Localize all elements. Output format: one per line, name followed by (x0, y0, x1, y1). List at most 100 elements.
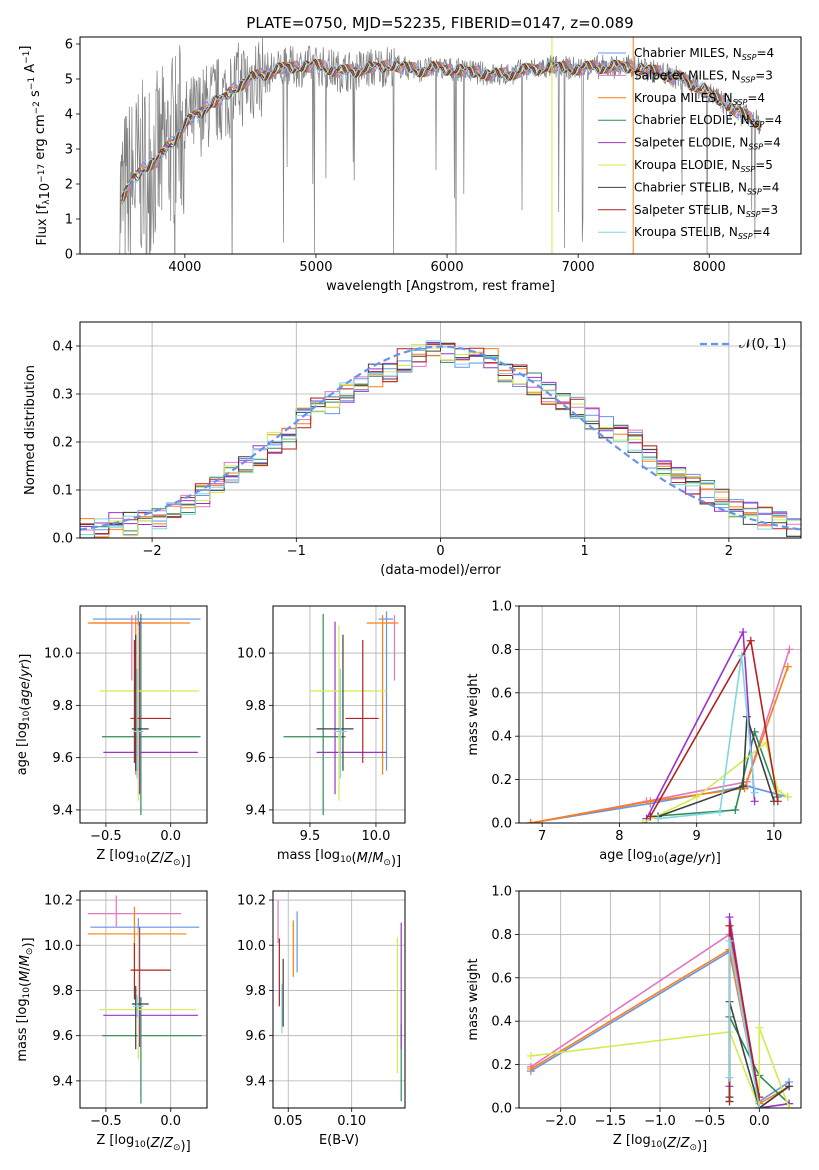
x-tick-label: −1.5 (595, 1114, 627, 1129)
x-tick-label: 0.0 (160, 1114, 181, 1129)
x-tick-label: 8 (615, 829, 623, 844)
weight-marker (725, 913, 734, 922)
y-tick-label: 3 (65, 143, 73, 158)
y-tick-label: 0.2 (52, 436, 73, 451)
spectrum-y-label: Flux [fλ10−17 erg cm−2 s−1 A−1] (18, 46, 53, 246)
y-tick-label: 9.6 (52, 1029, 73, 1044)
spectrum-model-line (121, 59, 761, 194)
plot-area (277, 900, 402, 1102)
plot-area (87, 895, 202, 1104)
legend-entry: Chabrier STELIB, NSSP=4 (634, 180, 779, 196)
y-tick-label: 0.0 (52, 532, 73, 547)
y-tick-label: 0.6 (491, 971, 512, 986)
plot-area (526, 913, 794, 1108)
weight-marker (785, 1082, 794, 1091)
weight-marker (715, 808, 724, 817)
axis-label: Z [log10(Z/Z⊙)] (613, 1133, 707, 1154)
x-tick-label: 8000 (693, 260, 726, 275)
y-tick-label: 9.6 (245, 1029, 266, 1044)
legend-entry: Kroupa STELIB, NSSP=4 (634, 225, 770, 241)
weight-marker (692, 792, 701, 801)
y-axis-label: mass weight (466, 673, 481, 755)
plot-area (80, 340, 801, 538)
weight-marker (755, 1104, 764, 1108)
weight-marker (638, 819, 647, 823)
y-tick-label: 10.0 (44, 647, 73, 662)
weight-marker (737, 651, 746, 660)
legend-entry: Salpeter MILES, NSSP=3 (634, 68, 773, 84)
y-tick-label: 10.2 (237, 894, 266, 909)
weight-line (530, 785, 789, 823)
legend-entry: Chabrier ELODIE, NSSP=4 (634, 113, 782, 129)
weight-marker (731, 805, 740, 814)
weight-marker (526, 1051, 535, 1060)
y-tick-label: 0.8 (491, 928, 512, 943)
axes-frame (518, 890, 802, 1109)
x-tick-label: 0 (436, 544, 444, 559)
weight-marker (750, 797, 759, 806)
weight-line (649, 638, 779, 817)
x-tick-label: 7 (538, 829, 546, 844)
weight-marker (725, 1073, 734, 1082)
normal-curve (80, 345, 801, 531)
axes-frame (79, 36, 802, 255)
weight-line (530, 1027, 790, 1108)
weight-marker (526, 1064, 535, 1073)
spectrum-x-label: wavelength [Angstrom, rest frame] (326, 279, 555, 294)
legend-entry: Salpeter STELIB, NSSP=3 (634, 203, 778, 219)
weight-marker (755, 1023, 764, 1032)
y-tick-label: 10.0 (44, 939, 73, 954)
weight-line (657, 716, 775, 818)
y-tick-label: 0 (65, 248, 73, 263)
axes-frame (518, 605, 802, 824)
x-tick-label: −0.5 (90, 1114, 122, 1129)
weight-marker (739, 782, 748, 791)
y-tick-label: 6 (65, 38, 73, 53)
weight-marker (773, 797, 782, 806)
spectrum-legend: Chabrier MILES, NSSP=4 Salpeter MILES, NS… (598, 46, 782, 241)
weight-marker (654, 814, 663, 823)
x-tick-label: −2 (143, 544, 162, 559)
panel-mass_vs_ebv: 0.05 0.10 9.4 9.6 9.8 10.0 10.2 E(B-V) (237, 890, 406, 1148)
x-tick-label: −0.5 (90, 829, 122, 844)
axis-label: Z [log10(Z/Z⊙)] (96, 1133, 190, 1154)
y-tick-label: 5 (65, 73, 73, 88)
panel-spectrum: 4000 5000 6000 7000 8000 0 1 2 3 4 5 6 wavelength [A… (18, 36, 802, 294)
x-tick-label: 10.0 (361, 829, 390, 844)
y-tick-label: 4 (65, 108, 73, 123)
y-tick-label: 10.0 (237, 647, 266, 662)
y-tick-label: 2 (65, 178, 73, 193)
axes-frame (79, 321, 802, 539)
panel-residuals: −2 −1 0 1 2 0.0 0.1 0.2 0.3 0.4 (data-model)/error… (23, 321, 802, 578)
x-tick-label: 9 (693, 829, 701, 844)
axis-label: Z [log10(Z/Z⊙)] (96, 848, 190, 869)
legend-entry: Chabrier MILES, NSSP=4 (634, 46, 774, 62)
x-tick-label: 5000 (299, 260, 332, 275)
y-tick-label: 0.4 (491, 730, 512, 745)
y-tick-label: 9.8 (52, 984, 73, 999)
x-tick-label: −1 (287, 544, 306, 559)
x-tick-label: 6000 (431, 260, 464, 275)
y-tick-label: 9.8 (245, 984, 266, 999)
plot-area (526, 628, 794, 823)
weight-marker (785, 1104, 794, 1108)
y-tick-label: 0.0 (491, 1102, 512, 1117)
panel-age_vs_mass: 9.5 10.0 9.4 9.6 9.8 10.0 mass [log10(M/M⊙)] (237, 605, 406, 869)
weight-marker (739, 628, 748, 637)
y-tick-label: 9.4 (52, 1074, 73, 1089)
panel-weight_vs_Z: −2.0 −1.5 −1.0 −0.5 0.0 0.0 0.2 0.4 0.6 0.8 1.0 Z [… (466, 885, 802, 1154)
legend-entry: 𝒩(0, 1) (739, 337, 786, 352)
x-tick-label: 10 (766, 829, 783, 844)
panel-weight_vs_age: 7 8 9 10 0.0 0.2 0.4 0.6 0.8 1.0 age [log10(age/yr… (466, 600, 802, 866)
x-tick-label: 0.05 (274, 1114, 303, 1129)
y-tick-label: 9.6 (52, 751, 73, 766)
x-tick-label: −1.0 (644, 1114, 676, 1129)
weight-marker (785, 645, 794, 654)
weight-line (650, 729, 779, 818)
legend-entry: Kroupa ELODIE, NSSP=5 (634, 158, 773, 174)
y-tick-label: 0.8 (491, 643, 512, 658)
axis-label: mass [log10(M/M⊙)] (277, 848, 401, 869)
y-tick-label: 9.8 (245, 699, 266, 714)
panel-mass_vs_Z: −0.5 0.0 9.4 9.6 9.8 10.0 10.2 Z [log10(Z/Z⊙)] m… (15, 890, 208, 1154)
weight-marker (725, 1097, 734, 1106)
